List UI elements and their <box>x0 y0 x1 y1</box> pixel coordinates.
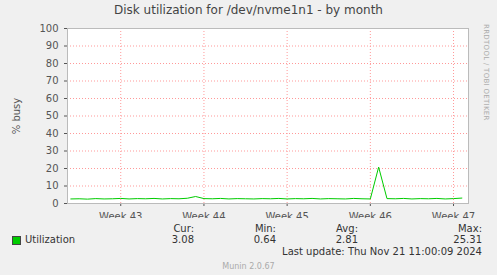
html-text:Min:: Min: <box>254 223 276 234</box>
html-text:2.81: 2.81 <box>335 234 358 245</box>
svg-text:20: 20 <box>46 163 59 174</box>
svg-text:10: 10 <box>46 180 59 191</box>
svg-text:30: 30 <box>46 145 59 156</box>
html-text:Munin 2.0.67: Munin 2.0.67 <box>222 262 275 271</box>
svg-text:70: 70 <box>46 75 59 86</box>
svg-text:90: 90 <box>46 40 59 51</box>
svg-text:50: 50 <box>46 110 59 121</box>
svg-text:Week 47: Week 47 <box>432 211 475 218</box>
svg-text:100: 100 <box>39 23 58 34</box>
svg-text:% busy: % busy <box>11 98 22 135</box>
html-text:Disk utilization for /dev/nvme: Disk utilization for /dev/nvme1n1 - by m… <box>114 3 383 17</box>
html-text:Cur:: Cur: <box>173 223 194 234</box>
svg-text:60: 60 <box>46 93 59 104</box>
html-text:Avg:: Avg: <box>336 223 358 234</box>
svg-text:Week 46: Week 46 <box>349 211 392 218</box>
svg-text:Week 43: Week 43 <box>99 211 142 218</box>
svg-text:80: 80 <box>46 58 59 69</box>
html-text:3.08: 3.08 <box>171 234 194 245</box>
html-text:25.31: 25.31 <box>453 234 482 245</box>
html-text:RRDTOOL / TOBI OETIKER: RRDTOOL / TOBI OETIKER <box>482 24 490 121</box>
svg-text:0: 0 <box>52 198 58 209</box>
html-text:Last update: Thu Nov 21 11:00:: Last update: Thu Nov 21 11:00:09 2024 <box>282 246 482 257</box>
html-text:0.64: 0.64 <box>253 234 276 245</box>
svg-text:40: 40 <box>46 128 59 139</box>
html-text:Max:: Max: <box>458 223 482 234</box>
svg-text:Week 44: Week 44 <box>182 211 225 218</box>
svg-text:Week 45: Week 45 <box>265 211 308 218</box>
html-text:Utilization: Utilization <box>25 234 76 245</box>
